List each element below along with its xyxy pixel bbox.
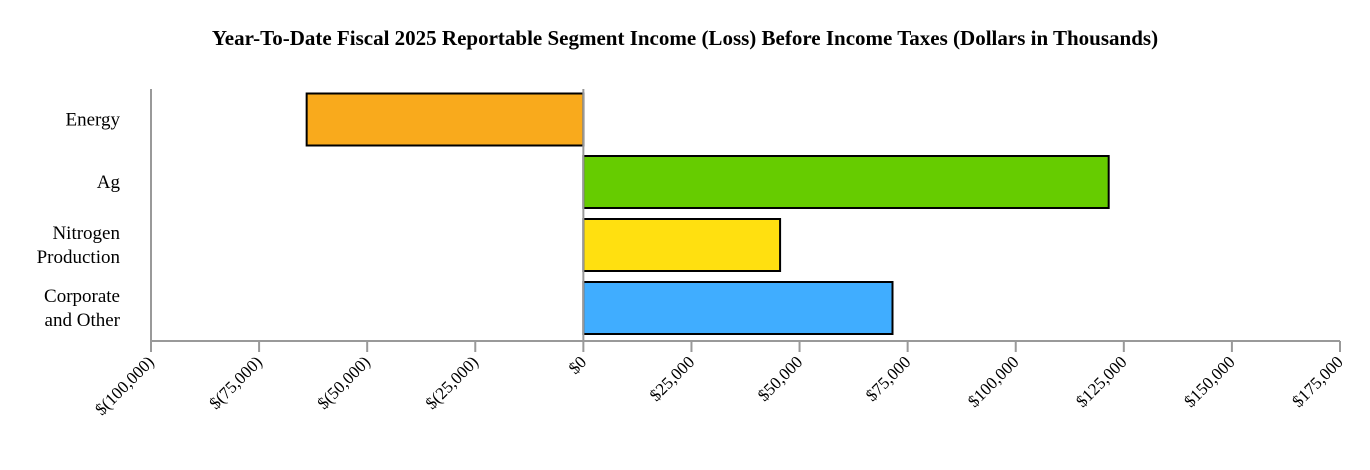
category-label: Ag	[97, 172, 121, 193]
category-labels: Energy Ag Nitrogen Production Corporate and O…	[37, 110, 121, 332]
category-label: Corporate and Other	[44, 286, 121, 331]
bar-nitrogen-production	[582, 218, 782, 272]
bar-ag	[582, 155, 1110, 209]
x-tick-label: $175,000	[1288, 352, 1347, 411]
axes-group	[150, 89, 1341, 352]
category-label: Nitrogen Production	[37, 223, 121, 268]
x-tick-label: $(75,000)	[205, 352, 266, 413]
x-tick-label: $50,000	[754, 352, 807, 405]
category-label: Energy	[65, 110, 120, 131]
x-tick-label: $25,000	[646, 352, 699, 405]
x-tick-label: $100,000	[964, 352, 1023, 411]
bar-energy	[305, 92, 585, 147]
bars-group	[305, 92, 1110, 335]
x-tick-label: $150,000	[1180, 352, 1239, 411]
x-tick-label: $(25,000)	[422, 352, 483, 413]
bar-corporate-and-other	[582, 281, 894, 335]
x-tick-label: $(50,000)	[313, 352, 374, 413]
x-tick-label: $125,000	[1072, 352, 1131, 411]
x-tick-label: $0	[565, 352, 590, 377]
chart-title: Year-To-Date Fiscal 2025 Reportable Segm…	[211, 26, 1159, 50]
tick-labels: $(100,000) $(75,000) $(50,000) $(25,000) $0 $…	[91, 352, 1347, 419]
x-tick-label: $(100,000)	[91, 352, 158, 419]
x-tick-label: $75,000	[862, 352, 915, 405]
